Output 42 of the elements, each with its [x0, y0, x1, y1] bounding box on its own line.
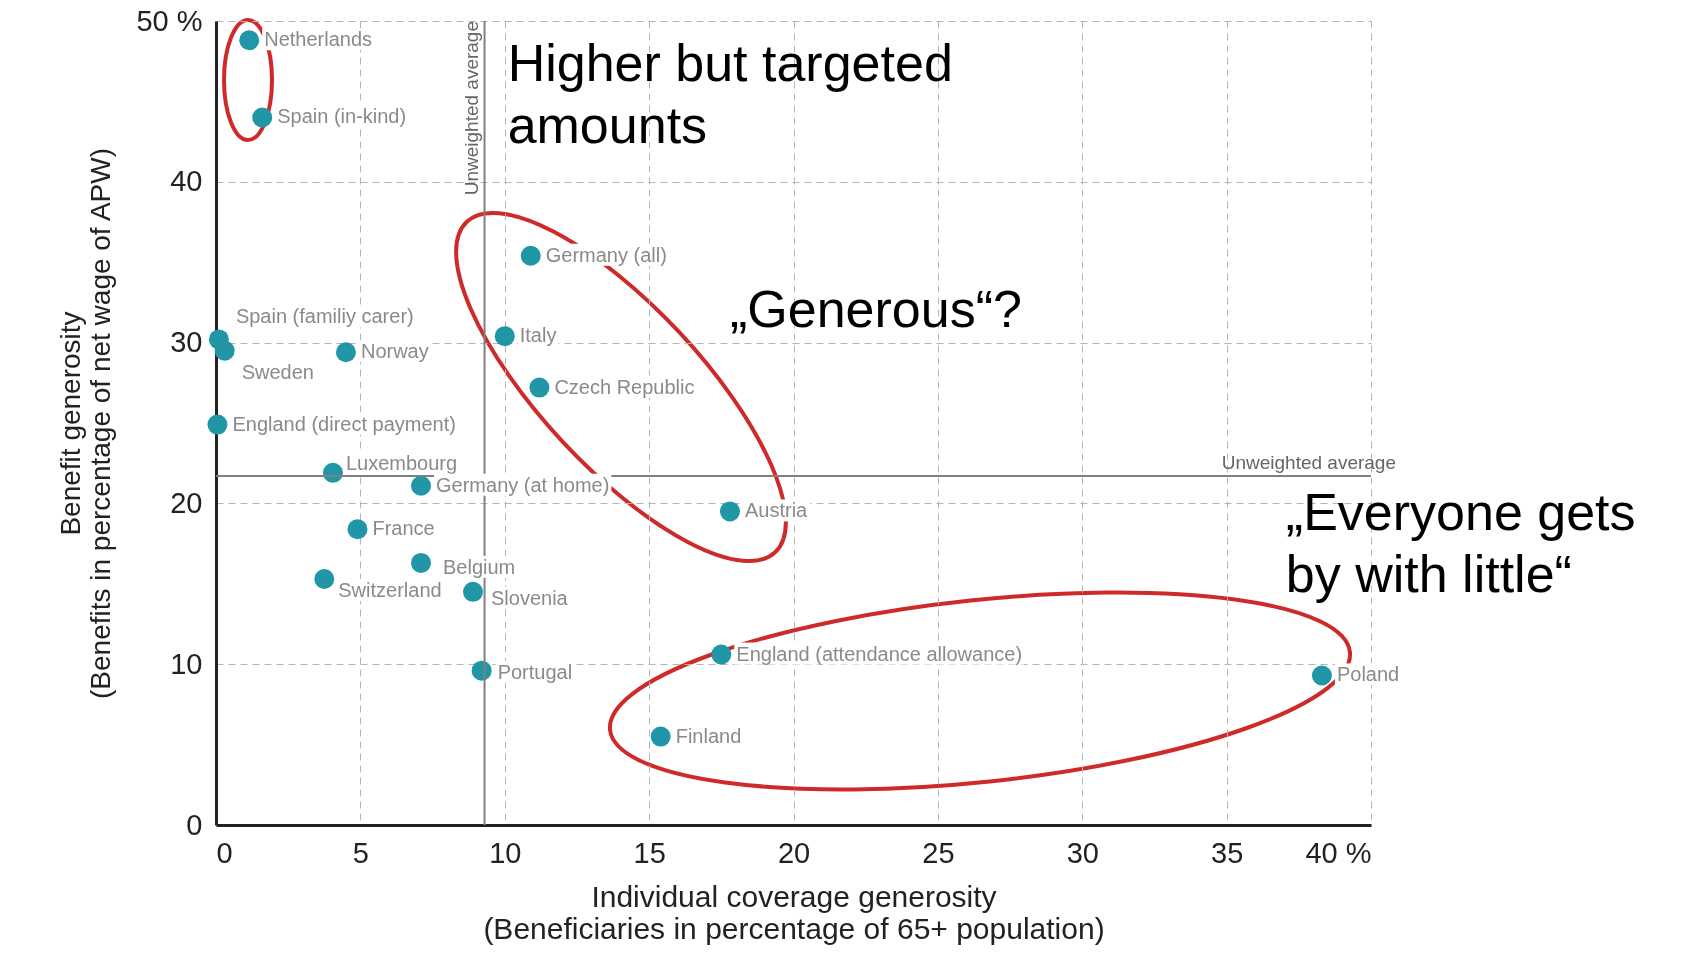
annotation: Luxembourg: [345, 451, 458, 474]
annotation: Finland: [675, 724, 742, 747]
annotation: Spain (familiy carer): [235, 305, 414, 328]
ref-line-label: Unweighted average: [1221, 452, 1396, 474]
annotation: Germany (all): [545, 243, 667, 266]
annotation: Sweden: [241, 360, 314, 383]
annotation: Austria: [744, 499, 809, 522]
annotation: Italy: [519, 324, 557, 347]
x-tick-label: 40 %: [1305, 836, 1372, 869]
x-tick-label: 15: [633, 836, 666, 869]
y-tick-label: 50 %: [136, 4, 203, 37]
y-tick-label: 10: [170, 647, 203, 680]
annotation: Netherlands: [264, 28, 373, 51]
y-tick-label: 30: [170, 326, 203, 359]
annotation: Spain (in-kind): [277, 105, 407, 128]
x-tick-label: 10: [489, 836, 522, 869]
annotation: Slovenia: [490, 586, 569, 609]
x-tick-label: 0: [216, 836, 233, 869]
y-tick-label: 0: [186, 808, 203, 841]
x-tick-label: 20: [777, 836, 811, 869]
annotation: France: [372, 517, 435, 540]
annotation: Portugal: [497, 660, 573, 683]
y-tick-label: 20: [170, 486, 203, 519]
annotation: Switzerland: [338, 578, 442, 601]
y-tick-label: 40: [170, 165, 203, 198]
annotation: Germany (at home): [436, 473, 610, 496]
annotation: „Generous“?: [729, 280, 1022, 339]
annotation: England (attendance allowance): [736, 642, 1023, 665]
x-axis-title: Individual coverage generosity (Beneficiaries in percentage of 65+ population): [483, 879, 1105, 945]
x-tick-label: 30: [1066, 836, 1099, 869]
annotation: Poland: [1336, 663, 1400, 686]
annotation: Higher but targeted amounts: [507, 34, 953, 155]
x-tick-label: 5: [352, 836, 369, 869]
x-tick-label: 35: [1210, 836, 1244, 869]
annotation: Czech Republic: [554, 375, 695, 398]
x-tick-label: 25: [922, 836, 955, 869]
y-axis-title: Benefit generosity (Benefits in percentage of net wage of APW): [55, 148, 117, 699]
ref-line-label: Unweighted average: [460, 21, 482, 196]
annotation: Norway: [360, 340, 429, 363]
annotation: „Everyone gets by with little“: [1285, 482, 1636, 603]
annotation: England (direct payment): [232, 412, 456, 435]
annotation: Belgium: [443, 555, 516, 578]
